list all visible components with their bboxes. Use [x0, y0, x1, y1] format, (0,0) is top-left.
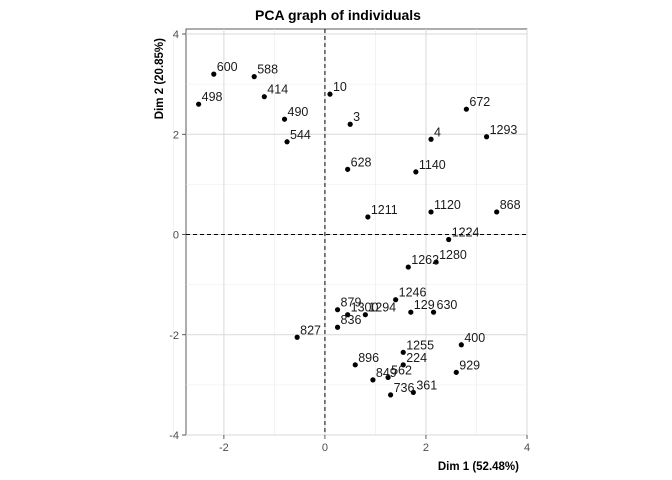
data-point-label: 827	[300, 323, 321, 337]
data-point	[433, 259, 439, 265]
data-point	[251, 74, 257, 80]
data-point	[428, 209, 434, 215]
reference-lines	[186, 29, 527, 435]
data-point	[362, 312, 368, 318]
data-point-label: 1140	[419, 158, 446, 172]
data-point	[334, 307, 341, 313]
x-tick-label: 2	[423, 442, 429, 454]
x-tick-label: 4	[524, 442, 530, 454]
data-point-label: 361	[416, 378, 437, 392]
data-point	[408, 309, 414, 315]
data-point	[370, 377, 376, 383]
data-point-label: 1262	[411, 253, 439, 267]
y-axis-ticks: -4 -2 0 2 4	[169, 29, 186, 442]
minor-gridlines	[173, 29, 527, 435]
plot-panel	[185, 28, 528, 436]
y-tick-label: 4	[173, 29, 179, 41]
data-point	[463, 106, 469, 112]
data-point-label: 3	[353, 110, 360, 124]
data-point	[453, 369, 459, 375]
data-point-label: 1255	[406, 338, 434, 352]
data-point-label: 1280	[439, 248, 467, 262]
x-tick-label: 0	[322, 442, 328, 454]
data-point	[385, 374, 391, 380]
data-point	[261, 94, 267, 100]
data-point	[393, 297, 399, 303]
data-point	[410, 389, 416, 395]
y-axis-title: Dim 2 (20.85%)	[154, 38, 166, 119]
data-point-label: 224	[406, 351, 427, 365]
x-tick-label: -2	[219, 442, 229, 454]
y-tick-label: 2	[173, 129, 179, 141]
data-point-label: 400	[464, 331, 485, 345]
data-point-label: 630	[437, 298, 458, 312]
data-point-label: 836	[341, 313, 362, 327]
data-point	[400, 349, 406, 355]
data-point-label: 10	[333, 80, 347, 94]
y-tick-label: -2	[169, 330, 179, 342]
data-point	[352, 362, 358, 368]
data-point-label: 672	[469, 95, 490, 109]
data-point-label: 868	[500, 198, 521, 212]
data-point	[281, 116, 288, 122]
y-tick-label: 0	[173, 230, 179, 242]
data-point-label: 896	[358, 351, 379, 365]
data-point	[400, 362, 406, 368]
data-point-label: 562	[391, 363, 412, 377]
data-point	[388, 392, 394, 398]
data-point	[284, 139, 290, 145]
data-point	[430, 309, 437, 315]
data-point-label: 498	[202, 90, 223, 104]
data-point	[347, 121, 353, 127]
data-point-label: 736	[394, 381, 415, 395]
data-points	[196, 71, 500, 398]
data-point-label: 129	[414, 298, 435, 312]
data-point-label: 1300	[351, 301, 379, 315]
data-point	[334, 324, 341, 330]
data-point	[294, 334, 300, 340]
data-point	[196, 101, 202, 107]
data-point-label: 1294	[368, 301, 396, 315]
data-point	[446, 236, 452, 243]
data-point-label: 849	[376, 366, 397, 380]
data-point	[413, 169, 419, 175]
data-point	[428, 136, 434, 142]
data-point-label: 879	[341, 296, 362, 310]
data-point-label: 588	[257, 63, 278, 77]
data-point-label: 414	[267, 83, 288, 97]
y-tick-label: -4	[169, 430, 179, 442]
data-point-label: 1224	[452, 226, 480, 240]
data-point	[211, 71, 217, 77]
data-point-label: 1120	[434, 198, 461, 212]
x-axis-title: Dim 1 (52.48%)	[438, 461, 519, 473]
data-point-label: 929	[459, 358, 480, 372]
data-point-label: 490	[288, 105, 309, 119]
data-point-label: 1211	[371, 203, 398, 217]
data-point	[365, 214, 371, 220]
data-point	[345, 312, 351, 318]
data-point-label: 600	[217, 60, 238, 74]
data-point	[405, 264, 411, 270]
data-point	[327, 91, 333, 97]
point-labels: 10 3 4 672 628 1140 490 588 414 544 1224 1246 125522…	[202, 60, 521, 395]
data-point-label: 1293	[490, 123, 518, 137]
data-point-label: 4	[434, 125, 441, 139]
data-point-label: 628	[351, 155, 372, 169]
data-point-label: 1246	[399, 286, 427, 300]
data-point-label: 544	[290, 128, 311, 142]
data-point	[345, 166, 351, 172]
x-axis-ticks: -2 0 2 4	[219, 435, 530, 454]
data-point	[458, 342, 464, 348]
data-point	[494, 209, 500, 215]
chart-title: PCA graph of individuals	[255, 7, 421, 23]
data-point	[483, 134, 490, 140]
